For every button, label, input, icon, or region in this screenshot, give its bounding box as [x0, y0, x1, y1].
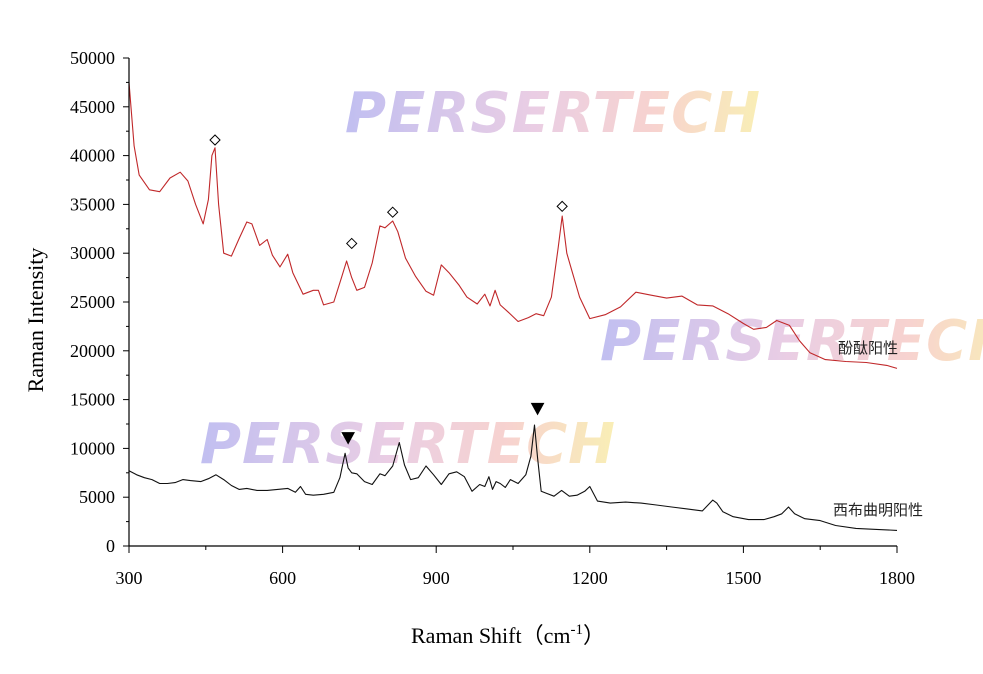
y-tick-label-35000: 35000	[70, 194, 115, 214]
series-label-1: 酚酞阳性	[838, 339, 898, 357]
x-tick-label-600: 600	[269, 568, 296, 588]
x-axis-title-main: Raman Shift（cm	[411, 623, 570, 648]
y-tick-label-45000: 45000	[70, 97, 115, 117]
y-tick-label-5000: 5000	[79, 487, 115, 507]
axes: 0 5000 10000 15000 20000 25000 30000 35000 40000…	[70, 48, 915, 588]
y-tick-label-20000: 20000	[70, 341, 115, 361]
x-tick-label-1500: 1500	[725, 568, 761, 588]
watermark-group: PERSERTECH PERSERTECH PERSERTECH	[200, 81, 983, 477]
y-tick-label-50000: 50000	[70, 48, 115, 68]
watermark-left: PERSERTECH	[200, 412, 616, 477]
y-axis-title: Raman Intensity	[23, 248, 48, 393]
diamond-marker-1	[209, 134, 221, 146]
x-axis-title: Raman Shift（cm-1）	[411, 622, 605, 648]
diamond-marker-4	[556, 200, 568, 213]
diamond-marker-2	[346, 237, 358, 250]
diamond-marker-3	[386, 206, 399, 218]
watermark-top: PERSERTECH	[345, 81, 761, 146]
x-tick-label-900: 900	[423, 568, 450, 588]
x-axis-title-superscript: -1	[570, 622, 583, 638]
triangle-marker-5	[341, 432, 355, 445]
x-tick-label-1800: 1800	[879, 568, 915, 588]
y-tick-label-25000: 25000	[70, 292, 115, 312]
y-tick-label-30000: 30000	[70, 243, 115, 263]
y-tick-label-10000: 10000	[70, 438, 115, 458]
y-tick-label-40000: 40000	[70, 146, 115, 166]
series-line-1	[128, 82, 898, 369]
plot-area	[128, 82, 898, 531]
triangle-marker-6	[530, 402, 545, 416]
series-label-2: 西布曲明阳性	[833, 501, 923, 519]
watermark-right: PERSERTECH	[600, 309, 983, 374]
series-line-2	[128, 424, 898, 531]
x-axis-title-end: ）	[583, 623, 605, 648]
y-tick-label-0: 0	[106, 536, 115, 556]
y-tick-label-15000: 15000	[70, 390, 115, 410]
x-tick-label-300: 300	[116, 568, 143, 588]
x-tick-label-1200: 1200	[572, 568, 608, 588]
